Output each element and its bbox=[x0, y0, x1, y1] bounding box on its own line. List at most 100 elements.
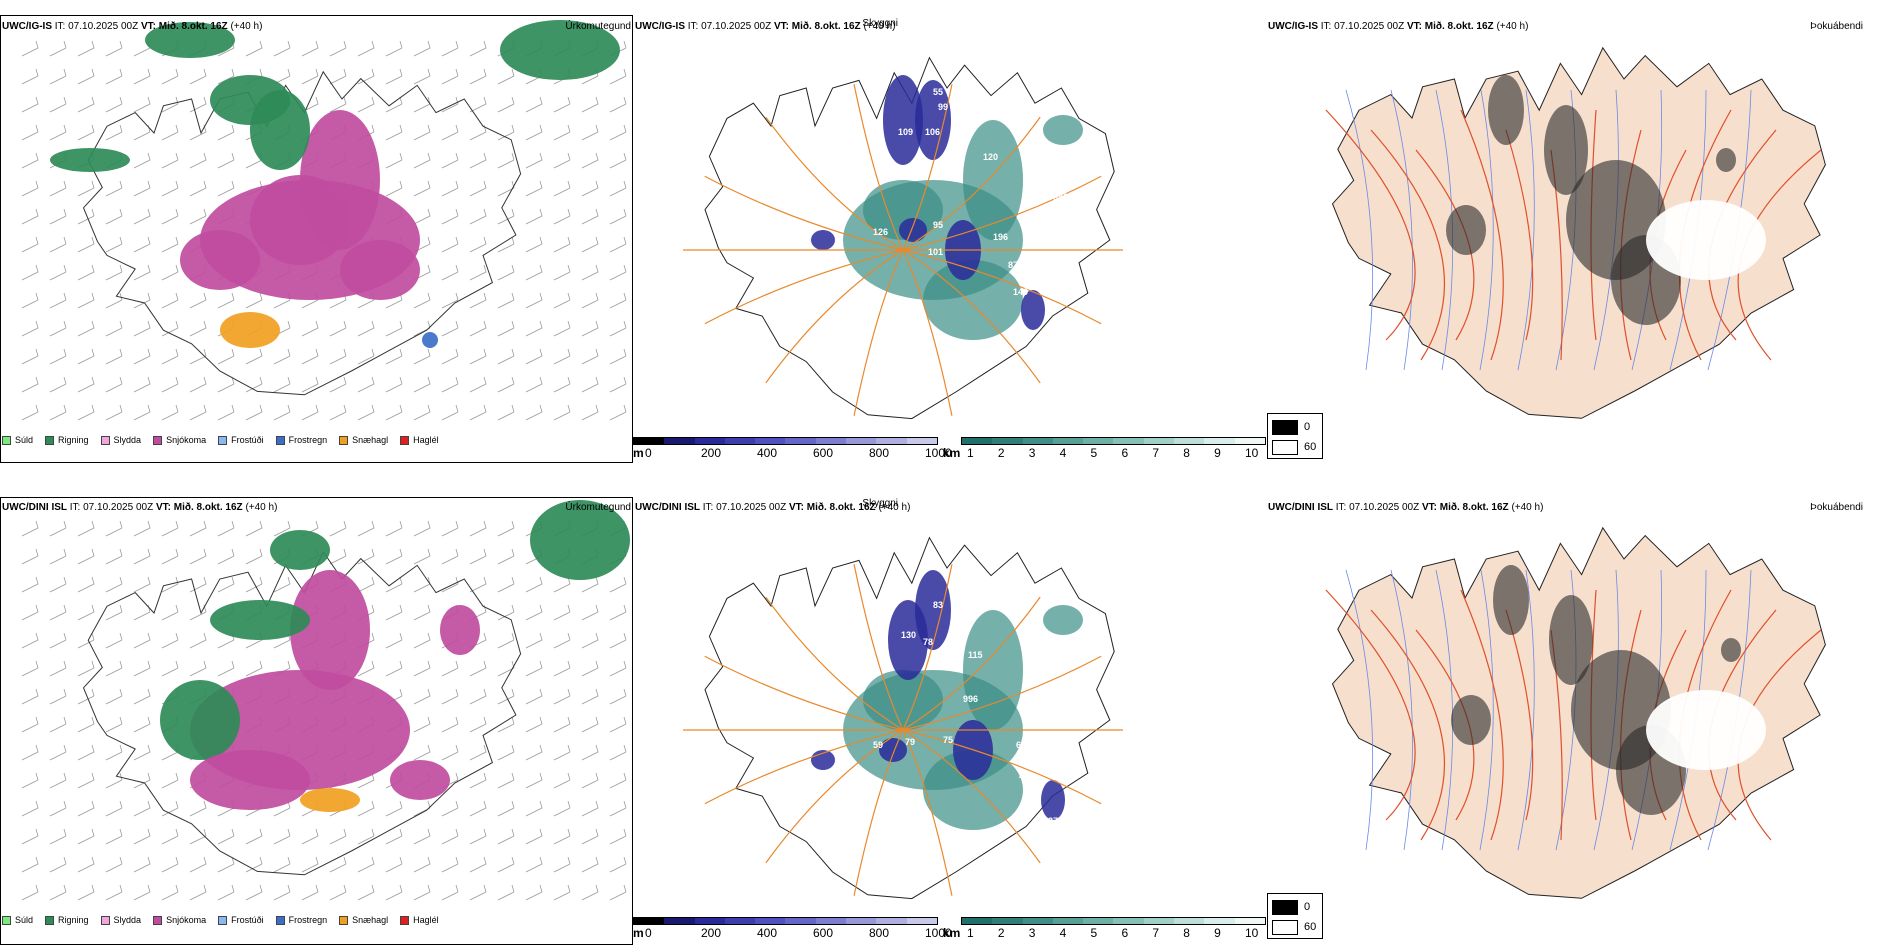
wind-barb bbox=[133, 348, 151, 365]
legend-label: Frostregn bbox=[288, 435, 328, 445]
wind-barb bbox=[609, 96, 627, 113]
wind-barb bbox=[329, 404, 347, 421]
wind-barb bbox=[609, 68, 627, 85]
wind-barb bbox=[21, 404, 39, 421]
wind-barb bbox=[553, 772, 571, 789]
colorbar-tick-label: 6 bbox=[1121, 926, 1129, 940]
wind-barb bbox=[497, 292, 515, 309]
wind-barb bbox=[441, 236, 459, 253]
colorbar-tick-label: 0 bbox=[645, 926, 652, 940]
precip-frame bbox=[0, 15, 633, 463]
wind-barb bbox=[189, 520, 207, 537]
cloud-base-value: 381 bbox=[1053, 192, 1068, 202]
wind-barb bbox=[609, 884, 627, 901]
colorbar-step bbox=[962, 918, 993, 924]
wind-barb bbox=[21, 320, 39, 337]
wind-barb bbox=[357, 828, 375, 845]
wind-barb bbox=[553, 152, 571, 169]
wind-barb bbox=[245, 292, 263, 309]
wind-barb bbox=[273, 884, 291, 901]
wind-barb bbox=[413, 68, 431, 85]
cloud-base-value: 101 bbox=[928, 247, 943, 257]
rivers bbox=[1345, 89, 1752, 371]
wind-barb bbox=[49, 548, 67, 565]
wind-barb bbox=[21, 68, 39, 85]
wind-barb bbox=[441, 208, 459, 225]
wind-barb bbox=[581, 856, 599, 873]
road bbox=[902, 249, 1102, 325]
row-title: UWC/IG-IS IT: 07.10.2025 00Z VT: Mið. 8.… bbox=[2, 21, 263, 32]
river bbox=[1479, 569, 1494, 851]
wind-barb bbox=[133, 68, 151, 85]
wind-barb bbox=[105, 576, 123, 593]
road bbox=[853, 729, 904, 896]
wind-barb bbox=[161, 348, 179, 365]
wind-barb bbox=[105, 68, 123, 85]
wind-barb bbox=[413, 152, 431, 169]
wind-barb bbox=[609, 236, 627, 253]
cloud-base-area bbox=[915, 80, 951, 160]
wind-barb bbox=[525, 264, 543, 281]
colorbar-step bbox=[664, 918, 695, 924]
wind-barb bbox=[105, 884, 123, 901]
wind-barb bbox=[245, 548, 263, 565]
road bbox=[902, 729, 1041, 864]
wind-barb bbox=[189, 548, 207, 565]
wind-barb bbox=[189, 292, 207, 309]
wind-barb bbox=[105, 688, 123, 705]
colorbar-step bbox=[1052, 918, 1084, 924]
cloud-base-value: 119 bbox=[933, 162, 948, 172]
precip-panel-top: UWC/IG-IS IT: 07.10.2025 00Z VT: Mið. 8.… bbox=[0, 10, 635, 465]
legend-swatch bbox=[339, 915, 349, 925]
wind-barb bbox=[469, 376, 487, 393]
wind-barb bbox=[581, 320, 599, 337]
colorbar-step bbox=[1174, 918, 1205, 924]
wind-barb bbox=[245, 40, 263, 57]
colorbar-tick-label: 5 bbox=[1090, 926, 1098, 940]
road bbox=[902, 249, 953, 416]
wind-barb bbox=[497, 180, 515, 197]
wind-barb bbox=[49, 632, 67, 649]
wind-barb bbox=[77, 520, 95, 537]
wind-barb bbox=[217, 348, 235, 365]
colorbar-step bbox=[634, 918, 665, 924]
wind-barb bbox=[441, 348, 459, 365]
wind-barb bbox=[497, 772, 515, 789]
wind-barb bbox=[609, 688, 627, 705]
fog-panel-bottom: UWC/DINI ISL IT: 07.10.2025 00Z VT: Mið.… bbox=[1266, 490, 1900, 945]
wind-barb bbox=[77, 856, 95, 873]
road bbox=[704, 175, 904, 251]
wind-barb bbox=[441, 576, 459, 593]
wind-barb bbox=[581, 884, 599, 901]
wind-barb bbox=[133, 124, 151, 141]
wind-barb bbox=[385, 124, 403, 141]
road bbox=[1325, 589, 1416, 821]
wind-barb bbox=[413, 348, 431, 365]
wind-barb bbox=[469, 292, 487, 309]
colorbar-step bbox=[694, 918, 725, 924]
wind-barb bbox=[469, 772, 487, 789]
colorbar-step bbox=[815, 918, 847, 924]
wind-barb bbox=[77, 264, 95, 281]
wind-barb bbox=[385, 404, 403, 421]
wind-barb bbox=[413, 744, 431, 761]
fog-area bbox=[1721, 638, 1741, 662]
legend-label: Slydda bbox=[113, 435, 142, 445]
wind-barb bbox=[49, 884, 67, 901]
wind-barb bbox=[133, 96, 151, 113]
legend-item: Snæhagl bbox=[339, 915, 388, 925]
wind-barb bbox=[441, 884, 459, 901]
wind-barb bbox=[609, 576, 627, 593]
river bbox=[1517, 89, 1535, 371]
precip-area bbox=[210, 75, 290, 125]
wind-barb bbox=[525, 208, 543, 225]
wind-barb bbox=[245, 856, 263, 873]
cloud-base-value: 59 bbox=[873, 740, 883, 750]
river bbox=[1479, 89, 1494, 371]
wind-barb bbox=[441, 152, 459, 169]
wind-barb bbox=[49, 660, 67, 677]
wind-barb bbox=[525, 124, 543, 141]
wind-barb bbox=[525, 376, 543, 393]
colorbar-tick-label: 0 bbox=[645, 446, 652, 460]
wind-barb bbox=[581, 292, 599, 309]
